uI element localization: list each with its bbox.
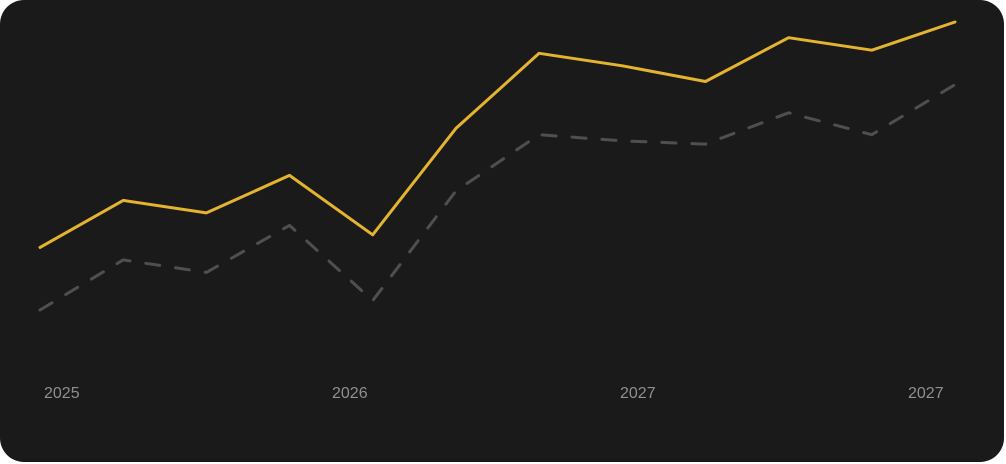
- x-tick-label: 2027: [620, 385, 656, 402]
- series-line-dashed: [38, 83, 957, 312]
- series-line-solid: [38, 20, 957, 249]
- x-tick-label: 2027: [908, 385, 944, 402]
- x-tick-label: 2025: [44, 385, 80, 402]
- series-layer: [38, 20, 957, 312]
- x-tick-label: 2026: [332, 385, 368, 402]
- x-axis-ticks: 2025 2026 2027 2027: [44, 385, 944, 402]
